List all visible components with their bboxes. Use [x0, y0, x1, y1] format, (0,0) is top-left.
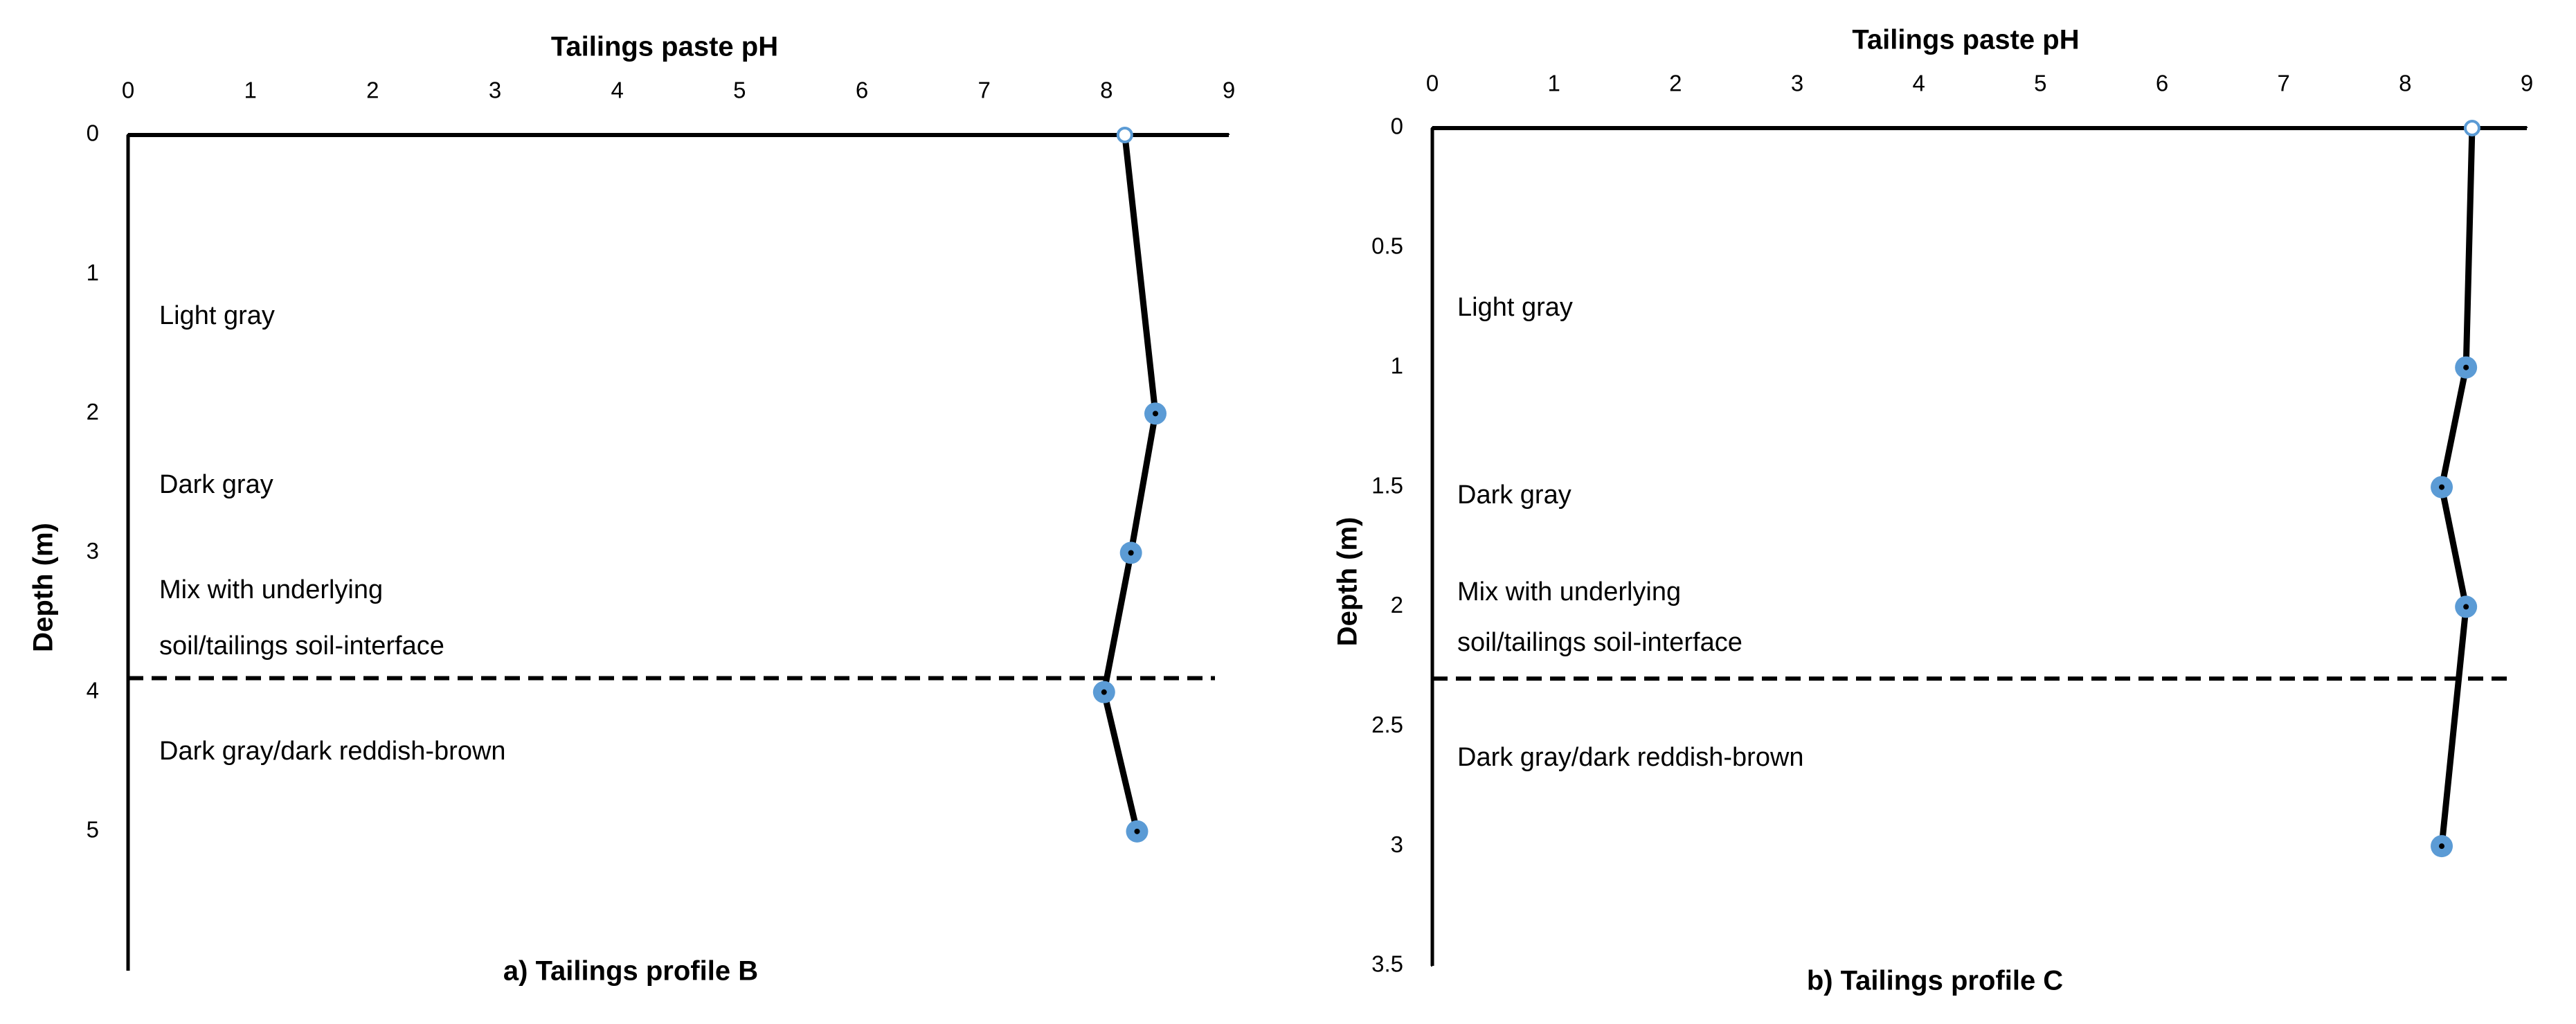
- x-tick-label: 2: [1669, 71, 1682, 96]
- data-point: [1116, 127, 1133, 143]
- x-tick-label: 7: [978, 78, 990, 103]
- x-tick-label: 6: [2156, 71, 2168, 96]
- x-tick-label: 1: [1547, 71, 1560, 96]
- annotation: soil/tailings soil-interface: [1457, 628, 1742, 657]
- annotation: soil/tailings soil-interface: [159, 631, 444, 661]
- annotation: Mix with underlying: [1457, 577, 1681, 607]
- y-tick-label: 5: [87, 817, 99, 843]
- x-axis-title: Tailings paste pH: [551, 32, 778, 62]
- x-tick-label: 0: [1426, 71, 1439, 96]
- x-tick-label: 4: [1912, 71, 1925, 96]
- y-tick-label: 0.5: [1371, 233, 1403, 259]
- y-tick-label: 0: [87, 120, 99, 146]
- y-tick-label: 2: [1391, 592, 1403, 618]
- data-point-center: [2439, 843, 2445, 850]
- y-tick-label: 1.5: [1371, 472, 1403, 498]
- x-tick-label: 7: [2277, 71, 2289, 96]
- x-tick-label: 8: [2399, 71, 2411, 96]
- data-point-center: [2439, 484, 2445, 490]
- x-tick-label: 9: [1223, 78, 1235, 103]
- x-tick-label: 3: [489, 78, 501, 103]
- x-tick-label: 5: [733, 78, 746, 103]
- data-point-center: [1101, 689, 1107, 695]
- y-tick-label: 3.5: [1371, 951, 1403, 977]
- data-point-center: [2463, 604, 2469, 610]
- y-tick-label: 3: [1391, 832, 1403, 857]
- x-tick-label: 6: [856, 78, 868, 103]
- data-point-center: [1134, 828, 1140, 834]
- x-tick-label: 0: [122, 78, 134, 103]
- annotation: Light gray: [1457, 293, 1573, 322]
- annotation: Light gray: [159, 301, 275, 330]
- x-tick-label: 2: [366, 78, 379, 103]
- x-axis-title: Tailings paste pH: [1852, 25, 2079, 55]
- y-tick-label: 3: [87, 538, 99, 564]
- y-tick-label: 0: [1391, 114, 1403, 139]
- caption: b) Tailings profile C: [1807, 966, 2063, 996]
- y-tick-label: 1: [87, 260, 99, 285]
- data-point-center: [1128, 550, 1134, 556]
- y-tick-label: 2: [87, 399, 99, 424]
- annotation: Mix with underlying: [159, 575, 383, 604]
- annotation: Dark gray/dark reddish-brown: [159, 737, 506, 766]
- y-axis-title: Depth (m): [28, 523, 59, 652]
- x-tick-label: 8: [1100, 78, 1113, 103]
- x-tick-label: 5: [2034, 71, 2046, 96]
- x-tick-label: 9: [2521, 71, 2533, 96]
- data-point: [2463, 120, 2480, 136]
- x-tick-label: 3: [1791, 71, 1803, 96]
- y-tick-label: 2.5: [1371, 712, 1403, 737]
- data-point-center: [1153, 411, 1158, 417]
- series-line: [1101, 134, 1159, 832]
- annotation: Dark gray/dark reddish-brown: [1457, 743, 1804, 772]
- caption: a) Tailings profile B: [503, 956, 758, 987]
- data-point-center: [2463, 364, 2469, 370]
- y-tick-label: 1: [1391, 352, 1403, 378]
- annotation: Dark gray: [159, 470, 273, 499]
- annotation: Dark gray: [1457, 480, 1571, 510]
- x-tick-label: 1: [244, 78, 256, 103]
- x-tick-label: 4: [611, 78, 623, 103]
- y-axis-title: Depth (m): [1333, 517, 1363, 647]
- y-tick-label: 4: [87, 677, 99, 703]
